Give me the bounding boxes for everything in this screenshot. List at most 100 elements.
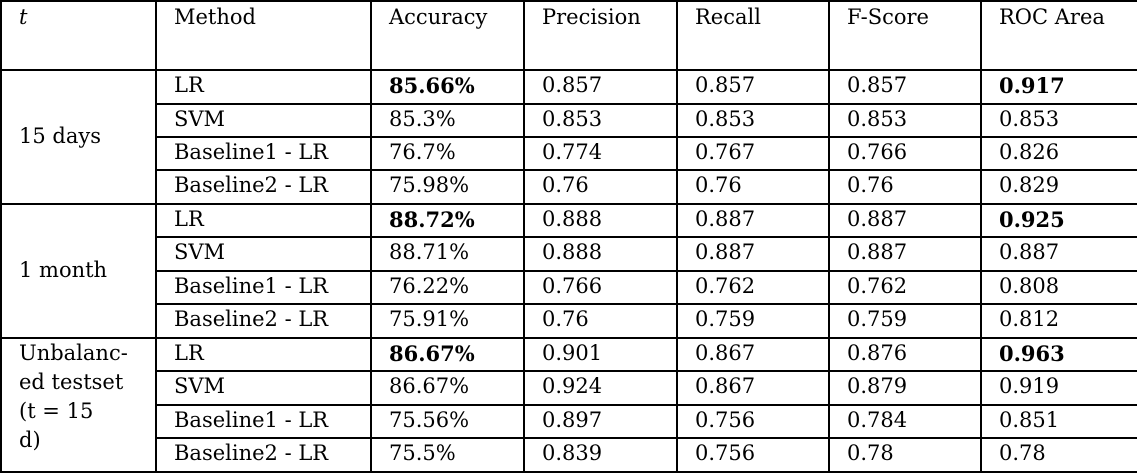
roc-cell: 0.853 xyxy=(980,102,1137,138)
roc-cell: 0.963 xyxy=(980,336,1137,373)
method-cell: Baseline2 - LR xyxy=(155,303,372,339)
accuracy-cell: 85.3% xyxy=(370,102,525,138)
group-label-line: Unbalanc- xyxy=(19,340,128,365)
table-row: SVM 85.3% 0.853 0.853 0.853 0.853 xyxy=(1,102,1137,138)
precision-cell: 0.76 xyxy=(523,169,678,205)
precision-cell: 0.853 xyxy=(523,102,678,138)
roc-cell: 0.925 xyxy=(980,202,1137,239)
recall-cell: 0.887 xyxy=(676,236,830,272)
header-fscore: F-Score xyxy=(828,0,982,72)
accuracy-cell: 75.56% xyxy=(370,403,525,440)
recall-cell: 0.756 xyxy=(676,437,830,473)
precision-cell: 0.924 xyxy=(523,370,678,406)
method-cell: LR xyxy=(155,69,372,105)
recall-cell: 0.762 xyxy=(676,269,830,306)
recall-cell: 0.887 xyxy=(676,202,830,239)
header-precision: Precision xyxy=(523,0,678,72)
table-row: 1 month LR 88.72% 0.888 0.887 0.887 0.92… xyxy=(0,202,1137,339)
table-row: Baseline2 - LR 75.5% 0.839 0.756 0.78 0.… xyxy=(1,437,1137,473)
recall-cell: 0.756 xyxy=(676,403,830,440)
method-cell: SVM xyxy=(155,370,372,406)
table-row: 15 days LR 85.66% 0.857 0.857 0.857 0.91… xyxy=(0,69,1137,205)
group-label-15-days: 15 days xyxy=(0,69,157,205)
recall-cell: 0.76 xyxy=(676,169,830,205)
method-cell: Baseline2 - LR xyxy=(155,437,372,473)
recall-cell: 0.857 xyxy=(676,69,830,105)
recall-cell: 0.767 xyxy=(676,135,830,172)
method-cell: LR xyxy=(155,202,372,239)
table-row: Baseline2 - LR 75.91% 0.76 0.759 0.759 0… xyxy=(1,303,1137,339)
group-label-line: (t = 15 xyxy=(19,398,94,423)
precision-cell: 0.766 xyxy=(523,269,678,306)
accuracy-cell: 76.7% xyxy=(370,135,525,172)
recall-cell: 0.867 xyxy=(676,336,830,373)
recall-cell: 0.867 xyxy=(676,370,830,406)
method-cell: SVM xyxy=(155,102,372,138)
recall-cell: 0.759 xyxy=(676,303,830,339)
precision-cell: 0.76 xyxy=(523,303,678,339)
group-label-line: d) xyxy=(19,427,41,452)
method-cell: Baseline1 - LR xyxy=(155,403,372,440)
header-t: t xyxy=(0,0,157,72)
method-cell: LR xyxy=(155,336,372,373)
table-row: Baseline1 - LR 76.7% 0.774 0.767 0.766 0… xyxy=(1,135,1137,172)
accuracy-cell: 88.71% xyxy=(370,236,525,272)
roc-cell: 0.78 xyxy=(980,437,1137,473)
group-label-line: ed testset xyxy=(19,369,124,394)
fscore-cell: 0.887 xyxy=(828,236,982,272)
precision-cell: 0.857 xyxy=(523,69,678,105)
accuracy-cell: 88.72% xyxy=(370,202,525,239)
precision-cell: 0.901 xyxy=(523,336,678,373)
roc-cell: 0.887 xyxy=(980,236,1137,272)
header-recall: Recall xyxy=(676,0,830,72)
group-label-1-month: 1 month xyxy=(0,202,157,339)
accuracy-cell: 75.5% xyxy=(370,437,525,473)
method-cell: Baseline2 - LR xyxy=(155,169,372,205)
fscore-cell: 0.876 xyxy=(828,336,982,373)
table-row: SVM 88.71% 0.888 0.887 0.887 0.887 xyxy=(1,236,1137,272)
fscore-cell: 0.762 xyxy=(828,269,982,306)
table-row: Baseline2 - LR 75.98% 0.76 0.76 0.76 0.8… xyxy=(1,169,1137,205)
accuracy-cell: 85.66% xyxy=(370,69,525,105)
roc-cell: 0.812 xyxy=(980,303,1137,339)
header-row: t Method Accuracy Precision Recall F-Sco… xyxy=(0,0,1137,72)
fscore-cell: 0.78 xyxy=(828,437,982,473)
header-method: Method xyxy=(155,0,372,72)
table-row: Baseline1 - LR 75.56% 0.897 0.756 0.784 … xyxy=(1,403,1137,440)
group-label-unbalanced-testset: Unbalanc- ed testset (t = 15 d) xyxy=(0,336,157,473)
table-row: SVM 86.67% 0.924 0.867 0.879 0.919 xyxy=(1,370,1137,406)
fscore-cell: 0.853 xyxy=(828,102,982,138)
method-cell: Baseline1 - LR xyxy=(155,135,372,172)
fscore-cell: 0.857 xyxy=(828,69,982,105)
fscore-cell: 0.879 xyxy=(828,370,982,406)
precision-cell: 0.897 xyxy=(523,403,678,440)
roc-cell: 0.829 xyxy=(980,169,1137,205)
roc-cell: 0.826 xyxy=(980,135,1137,172)
table-row: Baseline1 - LR 76.22% 0.766 0.762 0.762 … xyxy=(1,269,1137,306)
accuracy-cell: 86.67% xyxy=(370,336,525,373)
recall-cell: 0.853 xyxy=(676,102,830,138)
roc-cell: 0.808 xyxy=(980,269,1137,306)
accuracy-cell: 75.91% xyxy=(370,303,525,339)
precision-cell: 0.888 xyxy=(523,202,678,239)
header-accuracy: Accuracy xyxy=(370,0,525,72)
roc-cell: 0.919 xyxy=(980,370,1137,406)
accuracy-cell: 76.22% xyxy=(370,269,525,306)
precision-cell: 0.888 xyxy=(523,236,678,272)
fscore-cell: 0.759 xyxy=(828,303,982,339)
header-roc-area: ROC Area xyxy=(980,0,1137,72)
fscore-cell: 0.766 xyxy=(828,135,982,172)
fscore-cell: 0.887 xyxy=(828,202,982,239)
roc-cell: 0.851 xyxy=(980,403,1137,440)
fscore-cell: 0.784 xyxy=(828,403,982,440)
method-cell: Baseline1 - LR xyxy=(155,269,372,306)
precision-cell: 0.839 xyxy=(523,437,678,473)
method-cell: SVM xyxy=(155,236,372,272)
roc-cell: 0.917 xyxy=(980,69,1137,105)
table-row: Unbalanc- ed testset (t = 15 d) LR 86.67… xyxy=(0,336,1137,473)
accuracy-cell: 75.98% xyxy=(370,169,525,205)
precision-cell: 0.774 xyxy=(523,135,678,172)
accuracy-cell: 86.67% xyxy=(370,370,525,406)
